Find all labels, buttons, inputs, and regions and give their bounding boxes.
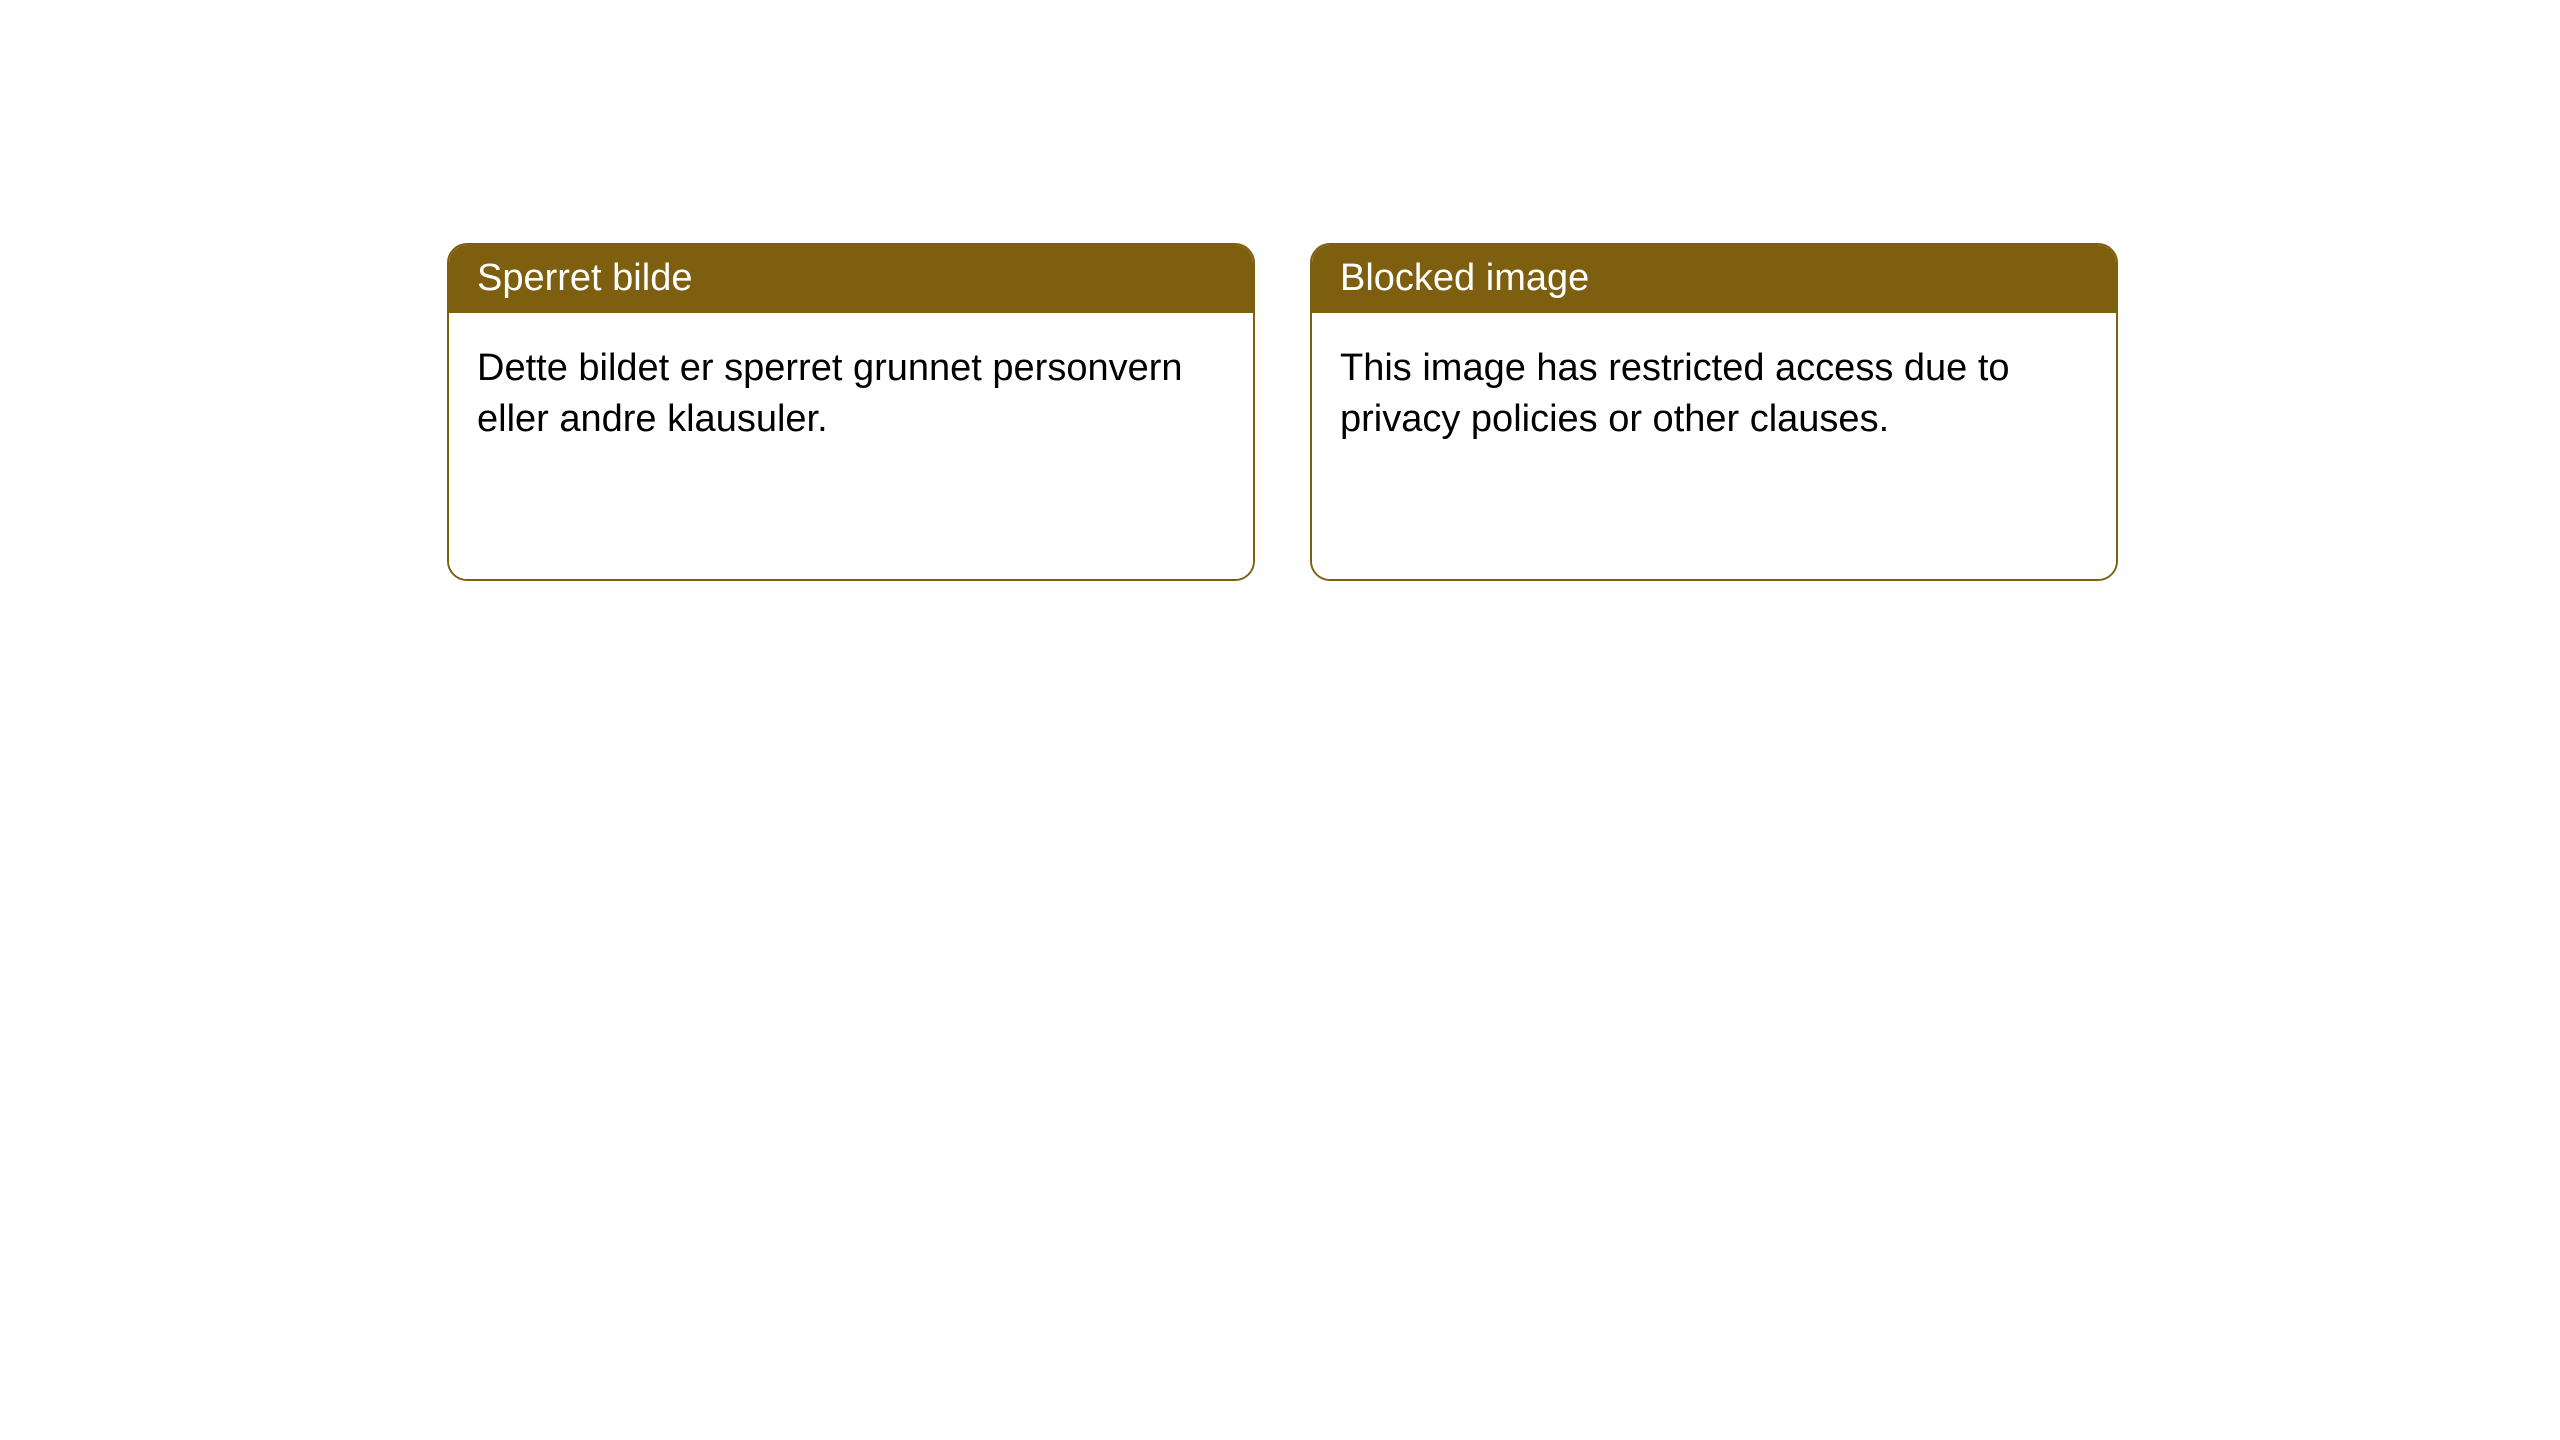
card-message: Dette bildet er sperret grunnet personve…	[477, 347, 1183, 440]
card-message: This image has restricted access due to …	[1340, 347, 2010, 440]
card-header: Blocked image	[1312, 245, 2116, 313]
card-title: Blocked image	[1340, 257, 1589, 299]
card-body: This image has restricted access due to …	[1312, 313, 2116, 579]
notice-card-english: Blocked image This image has restricted …	[1310, 243, 2118, 581]
card-header: Sperret bilde	[449, 245, 1253, 313]
card-body: Dette bildet er sperret grunnet personve…	[449, 313, 1253, 579]
notice-card-norwegian: Sperret bilde Dette bildet er sperret gr…	[447, 243, 1255, 581]
notice-container: Sperret bilde Dette bildet er sperret gr…	[447, 243, 2118, 581]
card-title: Sperret bilde	[477, 257, 692, 299]
